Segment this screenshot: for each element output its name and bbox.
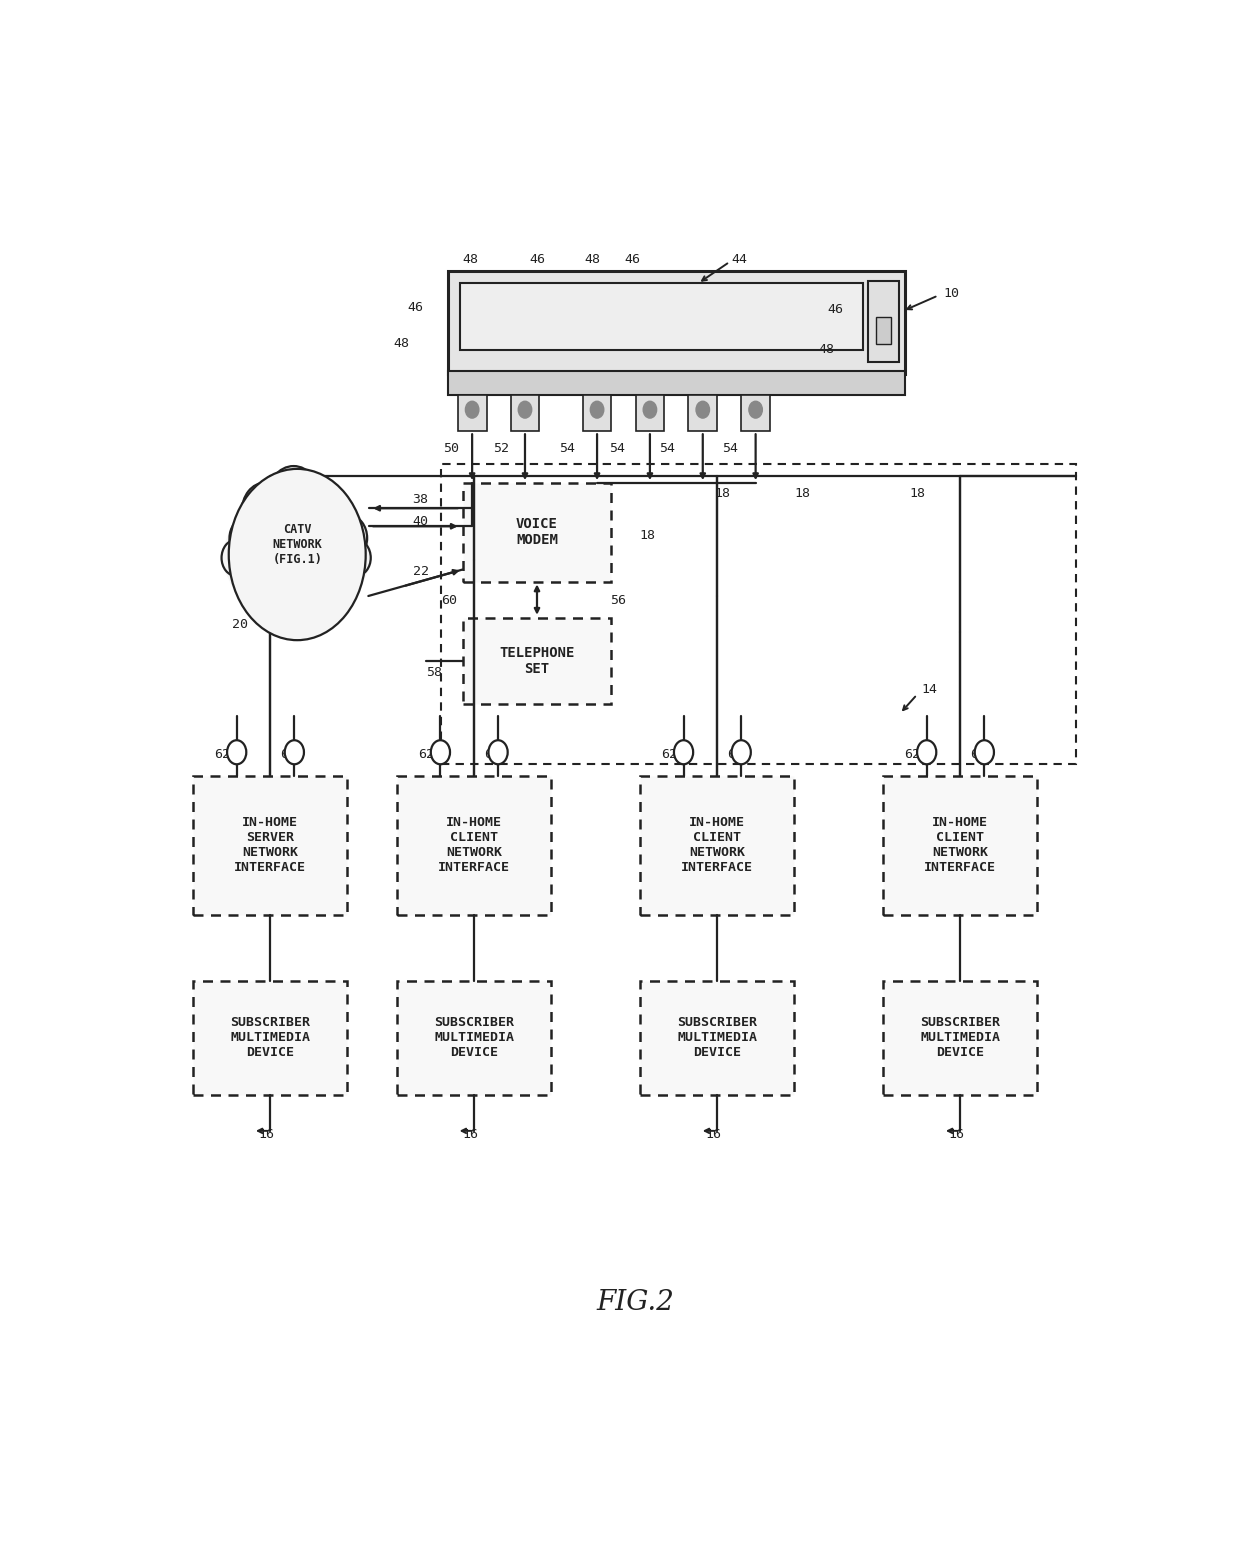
Bar: [868, 281, 899, 362]
Text: 54: 54: [722, 442, 738, 454]
Text: 48: 48: [463, 253, 479, 265]
Bar: [193, 980, 347, 1094]
Bar: [883, 776, 1037, 915]
Bar: [688, 395, 717, 431]
Text: 46: 46: [529, 253, 546, 265]
Text: 18: 18: [714, 487, 730, 501]
Circle shape: [918, 740, 936, 765]
Circle shape: [644, 401, 657, 418]
Circle shape: [227, 740, 247, 765]
Text: 46: 46: [624, 253, 640, 265]
Bar: [640, 776, 794, 915]
Text: 66: 66: [970, 748, 986, 762]
Text: 48: 48: [393, 337, 409, 350]
Text: IN-HOME
CLIENT
NETWORK
INTERFACE: IN-HOME CLIENT NETWORK INTERFACE: [681, 816, 753, 874]
Text: 66: 66: [484, 748, 500, 762]
Text: 20: 20: [232, 618, 248, 631]
Text: 44: 44: [732, 253, 748, 265]
Bar: [397, 980, 551, 1094]
Text: 50: 50: [444, 442, 459, 454]
Circle shape: [242, 482, 288, 540]
Circle shape: [696, 401, 709, 418]
Polygon shape: [222, 467, 371, 640]
Text: 56: 56: [610, 595, 626, 607]
Text: 64: 64: [280, 748, 296, 762]
Circle shape: [331, 515, 367, 560]
Bar: [448, 272, 905, 373]
Text: 54: 54: [558, 442, 574, 454]
Text: 40: 40: [413, 515, 429, 528]
Text: 38: 38: [413, 493, 429, 506]
Bar: [441, 464, 1075, 765]
Text: 62: 62: [215, 748, 231, 762]
Bar: [193, 776, 347, 915]
Text: 48: 48: [584, 253, 600, 265]
Text: 62: 62: [418, 748, 434, 762]
Circle shape: [306, 484, 350, 539]
Text: 16: 16: [706, 1129, 722, 1141]
Text: 58: 58: [427, 667, 441, 679]
Circle shape: [430, 740, 450, 765]
Text: SUBSCRIBER
MULTIMEDIA
DEVICE: SUBSCRIBER MULTIMEDIA DEVICE: [231, 1016, 310, 1060]
Text: 14: 14: [921, 684, 937, 696]
Text: 54: 54: [658, 442, 675, 454]
Bar: [635, 395, 665, 431]
Bar: [448, 372, 905, 395]
Text: IN-HOME
CLIENT
NETWORK
INTERFACE: IN-HOME CLIENT NETWORK INTERFACE: [438, 816, 510, 874]
Text: 60: 60: [441, 595, 458, 607]
Circle shape: [675, 740, 693, 765]
Circle shape: [518, 401, 532, 418]
Text: IN-HOME
SERVER
NETWORK
INTERFACE: IN-HOME SERVER NETWORK INTERFACE: [234, 816, 306, 874]
Bar: [583, 395, 611, 431]
Text: 22: 22: [413, 565, 429, 579]
Text: 18: 18: [794, 487, 810, 501]
Text: 66: 66: [727, 748, 743, 762]
Bar: [458, 395, 486, 431]
Text: CATV
NETWORK
(FIG.1): CATV NETWORK (FIG.1): [273, 523, 322, 567]
Text: 62: 62: [904, 748, 920, 762]
Text: SUBSCRIBER
MULTIMEDIA
DEVICE: SUBSCRIBER MULTIMEDIA DEVICE: [920, 1016, 1001, 1060]
Text: 54: 54: [609, 442, 625, 454]
Bar: [397, 776, 551, 915]
Bar: [875, 317, 892, 343]
Circle shape: [267, 467, 321, 534]
Circle shape: [228, 468, 366, 640]
Text: IN-HOME
CLIENT
NETWORK
INTERFACE: IN-HOME CLIENT NETWORK INTERFACE: [924, 816, 996, 874]
Circle shape: [489, 740, 507, 765]
Circle shape: [342, 540, 371, 576]
Text: 18: 18: [640, 529, 656, 542]
Text: 16: 16: [259, 1129, 275, 1141]
Circle shape: [975, 740, 994, 765]
Text: 52: 52: [494, 442, 510, 454]
Text: 62: 62: [661, 748, 677, 762]
Text: TELEPHONE
SET: TELEPHONE SET: [500, 646, 574, 676]
Text: 46: 46: [408, 301, 424, 314]
Bar: [460, 284, 863, 350]
Circle shape: [465, 401, 479, 418]
Text: 16: 16: [949, 1129, 965, 1141]
Bar: [463, 482, 611, 582]
Text: VOICE
MODEM: VOICE MODEM: [516, 517, 558, 548]
Text: 18: 18: [909, 487, 925, 501]
Bar: [742, 395, 770, 431]
Circle shape: [732, 740, 751, 765]
Text: 48: 48: [818, 343, 835, 356]
Text: SUBSCRIBER
MULTIMEDIA
DEVICE: SUBSCRIBER MULTIMEDIA DEVICE: [434, 1016, 515, 1060]
Text: SUBSCRIBER
MULTIMEDIA
DEVICE: SUBSCRIBER MULTIMEDIA DEVICE: [677, 1016, 758, 1060]
Text: 16: 16: [463, 1129, 479, 1141]
Circle shape: [590, 401, 604, 418]
Text: 46: 46: [828, 303, 843, 317]
Circle shape: [222, 540, 250, 576]
Bar: [883, 980, 1037, 1094]
Circle shape: [229, 518, 262, 557]
Bar: [463, 618, 611, 704]
Circle shape: [749, 401, 763, 418]
Bar: [640, 980, 794, 1094]
Text: 10: 10: [942, 287, 959, 300]
Circle shape: [285, 740, 304, 765]
Bar: [511, 395, 539, 431]
Text: FIG.2: FIG.2: [596, 1289, 675, 1316]
